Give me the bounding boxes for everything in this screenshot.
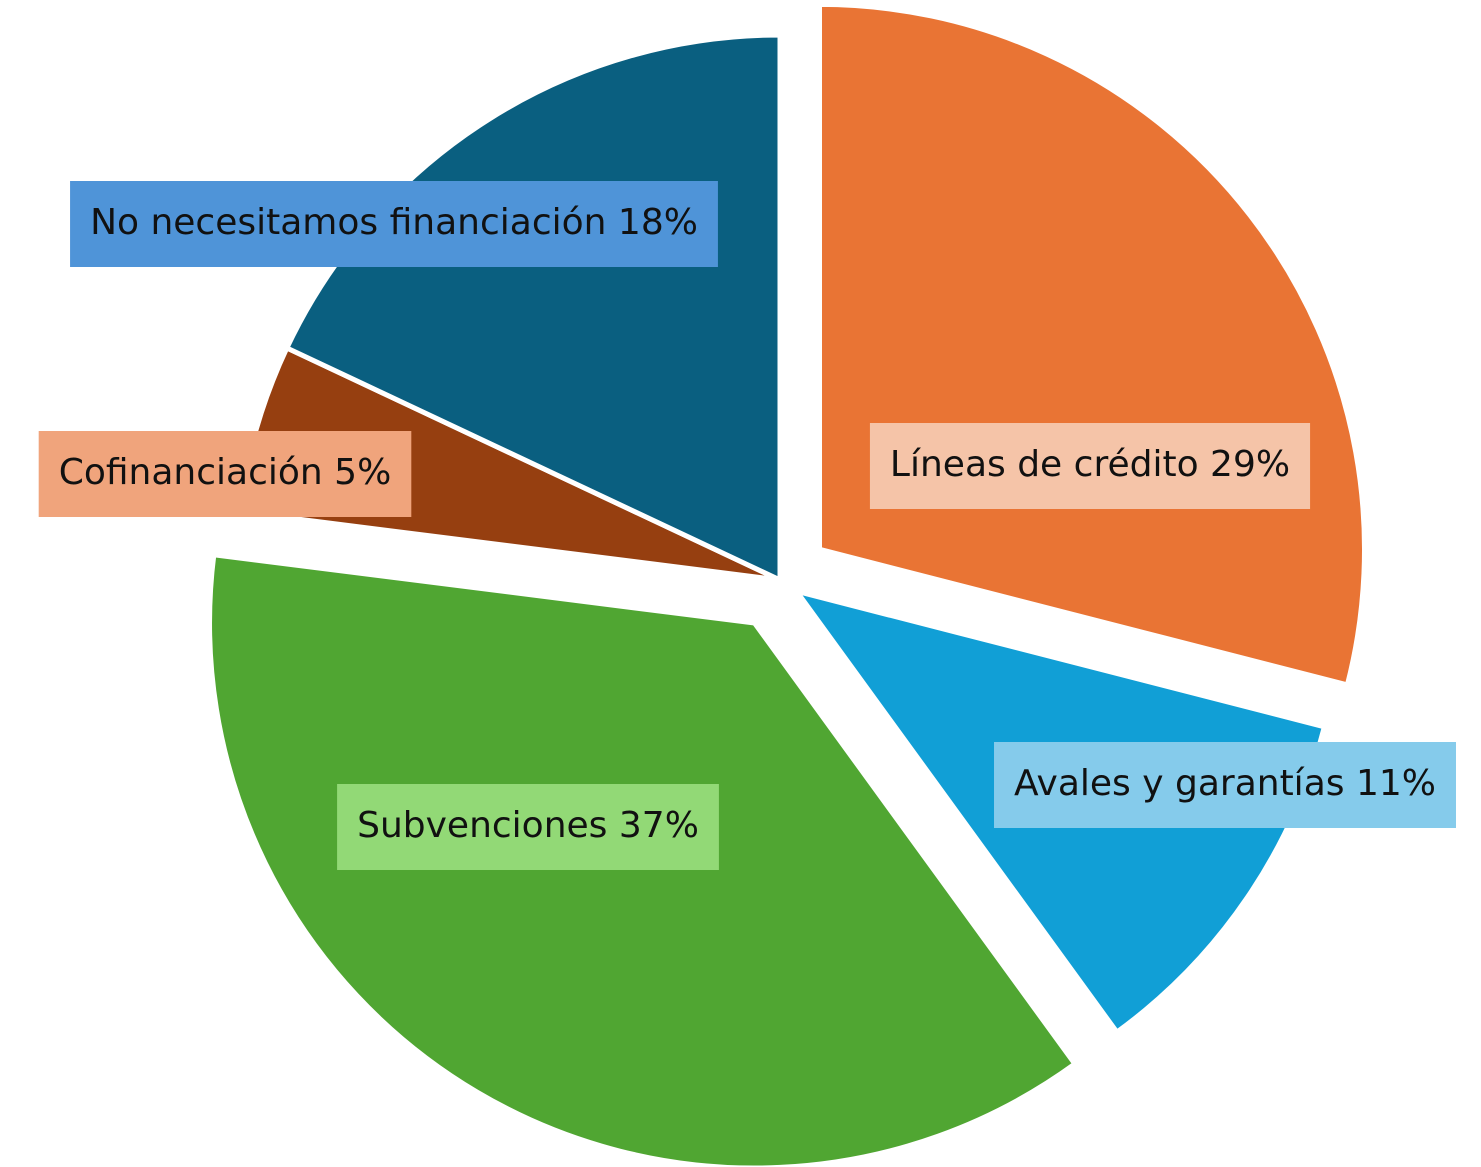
- label-name: Subvenciones: [357, 805, 607, 846]
- label-text: Líneas de crédito 29%: [890, 444, 1290, 485]
- data-label: No necesitamos financiación 18%: [70, 181, 718, 267]
- label-value: 5%: [334, 452, 391, 493]
- label-text: Cofinanciación 5%: [59, 452, 392, 493]
- label-name: No necesitamos financiación: [90, 202, 606, 243]
- label-box: [70, 181, 718, 267]
- data-label: Subvenciones 37%: [337, 784, 719, 870]
- label-text: Subvenciones 37%: [357, 805, 699, 846]
- pie-slice: [283, 32, 783, 584]
- label-value: 29%: [1210, 444, 1290, 485]
- data-label: Cofinanciación 5%: [38, 431, 412, 517]
- label-box: [337, 784, 719, 870]
- label-box: [38, 431, 412, 517]
- label-value: 11%: [1356, 763, 1436, 804]
- label-text: Avales y garantías 11%: [1014, 763, 1436, 804]
- label-box: [994, 742, 1456, 828]
- label-value: 37%: [619, 805, 699, 846]
- label-value: 18%: [618, 202, 698, 243]
- pie-slice: [817, 1, 1368, 688]
- data-label: Avales y garantías 11%: [994, 742, 1456, 828]
- label-name: Cofinanciación: [59, 452, 323, 493]
- label-name: Líneas de crédito: [890, 444, 1199, 485]
- label-text: No necesitamos financiación 18%: [90, 202, 698, 243]
- data-label: Líneas de crédito 29%: [869, 423, 1311, 509]
- label-box: [869, 423, 1311, 509]
- label-name: Avales y garantías: [1014, 763, 1345, 804]
